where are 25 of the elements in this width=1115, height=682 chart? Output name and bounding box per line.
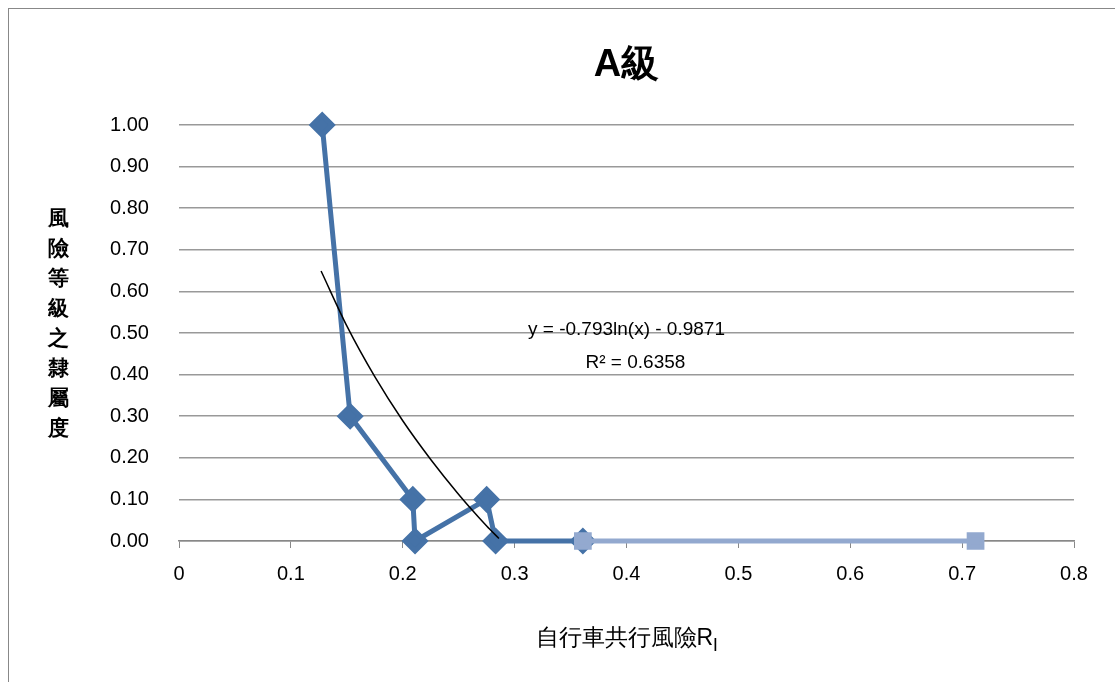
y-tick-label: 0.10	[110, 486, 149, 509]
x-tick-label: 0.5	[724, 561, 753, 584]
y-tick-label: 1.00	[110, 112, 149, 135]
x-tick-label: 0.6	[836, 561, 865, 584]
y-tick-label: 0.70	[110, 237, 149, 260]
y-tick-label: 0.20	[110, 445, 149, 468]
x-tick-label: 0.8	[1060, 561, 1088, 584]
x-tick-label: 0.4	[612, 561, 641, 584]
y-axis-title: 風險等級之隸屬度	[48, 205, 69, 441]
y-tick-label: 0.90	[110, 154, 149, 177]
x-tick-label: 0.2	[388, 561, 417, 584]
chart-title: A級	[592, 41, 661, 86]
x-tick-label: 0.1	[276, 561, 305, 584]
y-tick-label: 0.60	[110, 278, 149, 301]
y-tick-label: 0.00	[110, 528, 149, 551]
x-axis-title: 自行車共行風險R$_{l}$	[534, 623, 719, 656]
x-tick-label: 0	[173, 561, 185, 584]
y-tick-label: 0.40	[110, 362, 149, 385]
x-tick-label: 0.3	[500, 561, 529, 584]
x-tick-label: 0.7	[948, 561, 977, 584]
y-tick-label: 0.50	[110, 320, 149, 343]
y-tick-label: 0.30	[110, 403, 149, 426]
annotation: R² = 0.6358	[585, 351, 686, 373]
annotation: y = -0.793ln(x) - 0.9871	[528, 318, 725, 340]
y-tick-label: 0.80	[110, 195, 149, 218]
